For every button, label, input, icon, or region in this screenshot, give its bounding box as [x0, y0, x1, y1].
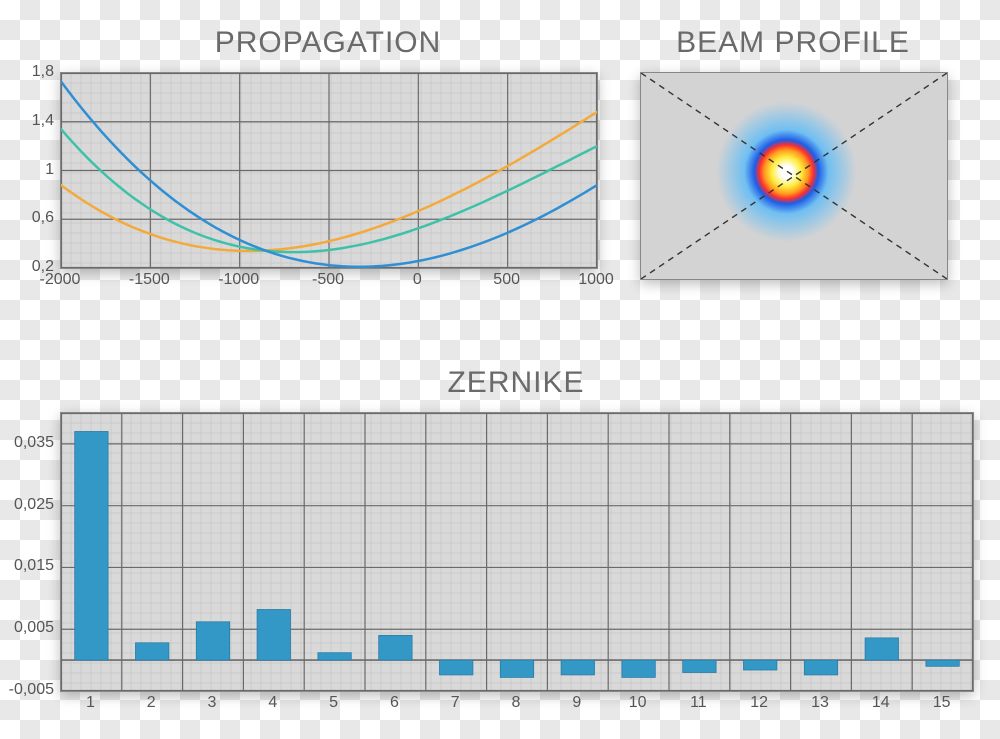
zernike-xtick: 4 [261, 694, 285, 712]
zernike-ytick: 0,035 [14, 434, 54, 452]
zernike-ytick: 0,015 [14, 557, 54, 575]
propagation-title: PROPAGATION [60, 26, 596, 60]
propagation-xtick: 1000 [574, 271, 618, 289]
zernike-xtick: 14 [869, 694, 893, 712]
zernike-xtick: 3 [200, 694, 224, 712]
propagation-ytick: 1,4 [32, 112, 54, 130]
zernike-ytick: -0,005 [9, 681, 54, 699]
propagation-ytick: 1 [45, 161, 54, 179]
propagation-xtick: 0 [395, 271, 439, 289]
beam-profile-title: BEAM PROFILE [640, 26, 946, 60]
zernike-ytick: 0,025 [14, 496, 54, 514]
zernike-title: ZERNIKE [60, 366, 972, 400]
zernike-xtick: 15 [930, 694, 954, 712]
zernike-xtick: 11 [686, 694, 710, 712]
zernike-xtick: 8 [504, 694, 528, 712]
zernike-ytick: 0,005 [14, 619, 54, 637]
propagation-ytick: 1,8 [32, 63, 54, 81]
zernike-chart [60, 412, 974, 692]
zernike-xtick: 12 [747, 694, 771, 712]
zernike-xtick: 10 [626, 694, 650, 712]
zernike-xtick: 2 [139, 694, 163, 712]
propagation-ytick: 0,6 [32, 209, 54, 227]
propagation-xtick: -1500 [127, 271, 171, 289]
propagation-xtick: -1000 [217, 271, 261, 289]
zernike-xtick: 7 [443, 694, 467, 712]
propagation-chart [60, 72, 598, 269]
zernike-xtick: 9 [565, 694, 589, 712]
propagation-xtick: 500 [485, 271, 529, 289]
zernike-xtick: 13 [808, 694, 832, 712]
zernike-xtick: 5 [322, 694, 346, 712]
propagation-xtick: -2000 [38, 271, 82, 289]
zernike-xtick: 6 [382, 694, 406, 712]
beam-profile-chart [640, 72, 948, 280]
propagation-xtick: -500 [306, 271, 350, 289]
zernike-xtick: 1 [78, 694, 102, 712]
